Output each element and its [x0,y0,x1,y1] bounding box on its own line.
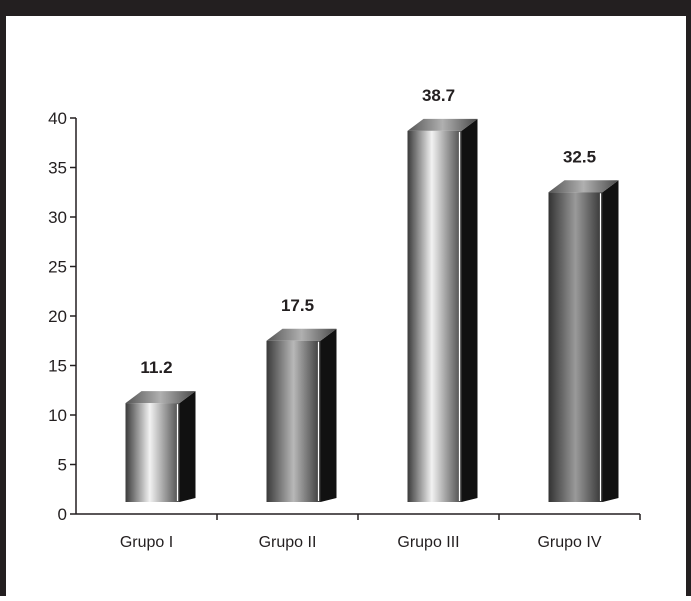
bar-value-label: 32.5 [563,147,596,166]
x-tick-label: Grupo II [259,534,317,551]
y-tick-label: 40 [48,109,67,128]
right-border [686,0,691,596]
y-tick-label: 15 [48,357,67,376]
x-tick-label: Grupo III [397,534,459,551]
bar-top [266,328,337,341]
bar-value-label: 17.5 [281,296,314,315]
bar-side [179,391,196,502]
y-tick-label: 0 [58,505,67,524]
bar-side [461,118,478,503]
bar-front [266,340,321,502]
x-tick-label: Grupo IV [537,534,601,551]
x-ticks: Grupo I Grupo II Grupo III Grupo IV [120,514,641,551]
y-tick-label: 5 [58,456,67,475]
bar [407,118,478,503]
y-tick-label: 20 [48,307,67,326]
bar-front [548,192,603,502]
bar-front [125,403,180,502]
y-tick-label: 30 [48,208,67,227]
left-border [0,0,6,596]
bar-top [125,391,196,404]
y-tick-label: 10 [48,406,67,425]
bar-top [407,118,478,131]
y-tick-label: 25 [48,258,67,277]
y-tick-label: 35 [48,159,67,178]
bar-side [602,180,619,502]
bar-value-label: 11.2 [140,358,172,377]
bar [125,391,196,502]
bar [266,328,337,502]
bar-top [548,180,619,193]
bar [548,180,619,502]
bar-value-label: 38.7 [422,86,455,105]
bars [125,118,619,503]
top-band [0,0,691,16]
bar-front [407,130,462,502]
y-ticks: 0 5 10 15 20 25 30 35 40 [48,109,76,524]
x-tick-label: Grupo I [120,534,173,551]
bar-side [320,328,337,502]
bar-value-labels: 11.2 17.5 38.7 32.5 [140,86,596,377]
